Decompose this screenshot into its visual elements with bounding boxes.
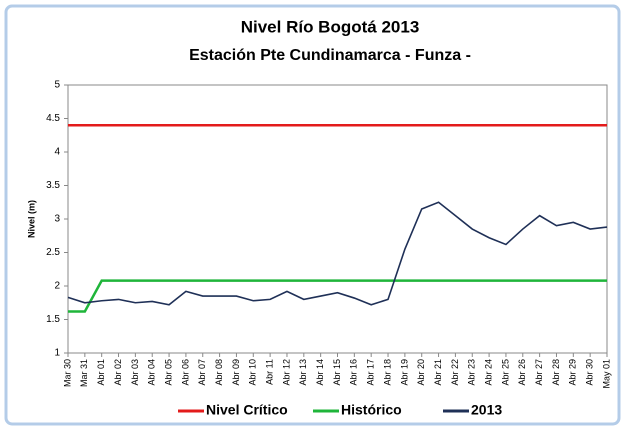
x-tick-label: Abr 04 xyxy=(147,359,157,386)
x-tick-label: Abr 20 xyxy=(416,359,426,386)
x-tick-label: Abr 29 xyxy=(568,359,578,386)
x-tick-label: Abr 26 xyxy=(517,359,527,386)
x-tick-label: Mar 30 xyxy=(62,359,72,387)
x-tick-label: May 01 xyxy=(601,359,611,389)
x-tick-label: Abr 13 xyxy=(298,359,308,386)
y-tick-label: 4 xyxy=(54,147,60,158)
x-tick-label: Abr 25 xyxy=(500,359,510,386)
legend-label: Histórico xyxy=(341,402,402,418)
x-tick-label: Abr 23 xyxy=(467,359,477,386)
chart-subtitle: Estación Pte Cundinamarca - Funza - xyxy=(189,47,471,64)
x-tick-label: Abr 09 xyxy=(231,359,241,386)
y-tick-label: 2 xyxy=(54,281,60,292)
y-tick-label: 3.5 xyxy=(46,180,60,191)
x-tick-label: Abr 27 xyxy=(534,359,544,386)
x-tick-label: Abr 03 xyxy=(130,359,140,386)
x-tick-label: Abr 21 xyxy=(433,359,443,386)
legend-label: Nivel Crítico xyxy=(206,402,288,418)
x-tick-label: Mar 31 xyxy=(79,359,89,387)
x-tick-label: Abr 02 xyxy=(113,359,123,386)
legend-label: 2013 xyxy=(471,402,502,418)
x-tick-label: Abr 12 xyxy=(281,359,291,386)
x-tick-label: Abr 24 xyxy=(483,359,493,386)
series-line xyxy=(68,279,607,313)
x-tick-label: Abr 08 xyxy=(214,359,224,386)
y-tick-label: 2.5 xyxy=(46,247,60,258)
x-tick-label: Abr 16 xyxy=(349,359,359,386)
y-axis-label: Nivel (m) xyxy=(26,200,36,238)
chart-title: Nivel Río Bogotá 2013 xyxy=(241,17,420,36)
x-tick-label: Abr 11 xyxy=(265,359,275,385)
x-tick-label: Abr 19 xyxy=(399,359,409,386)
y-tick-label: 3 xyxy=(54,214,60,225)
y-tick-label: 4.5 xyxy=(46,113,60,124)
y-tick-label: 1 xyxy=(54,348,60,359)
series-line xyxy=(67,201,608,306)
x-tick-label: Abr 15 xyxy=(332,359,342,386)
x-tick-label: Abr 10 xyxy=(248,359,258,386)
x-tick-label: Abr 01 xyxy=(96,359,106,386)
x-tick-label: Abr 05 xyxy=(163,359,173,386)
x-tick-label: Abr 07 xyxy=(197,359,207,386)
x-tick-label: Abr 28 xyxy=(551,359,561,386)
y-tick-label: 1.5 xyxy=(46,314,60,325)
y-tick-label: 5 xyxy=(54,80,60,91)
x-tick-label: Abr 17 xyxy=(366,359,376,386)
chart-frame xyxy=(4,4,621,426)
x-tick-label: Abr 14 xyxy=(315,359,325,386)
x-tick-label: Abr 18 xyxy=(382,359,392,386)
x-tick-label: Abr 06 xyxy=(180,359,190,386)
x-tick-label: Abr 22 xyxy=(450,359,460,386)
x-tick-label: Abr 30 xyxy=(585,359,595,386)
